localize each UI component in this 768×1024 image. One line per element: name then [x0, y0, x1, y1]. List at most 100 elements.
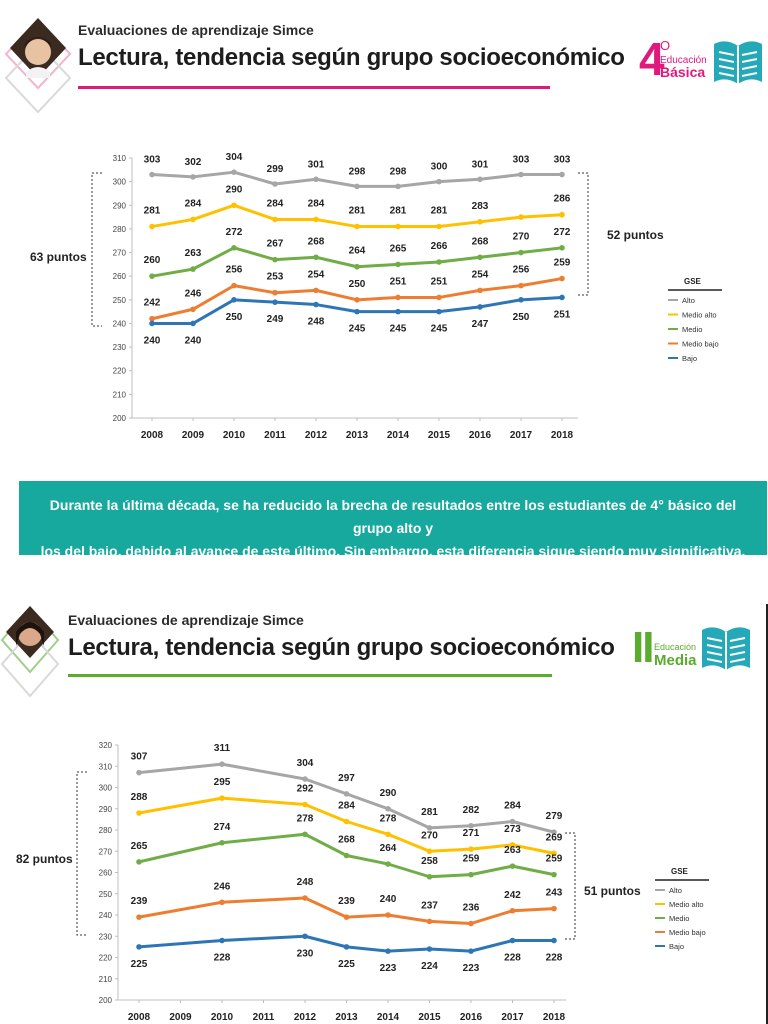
- y-tick-label: 240: [99, 911, 113, 920]
- data-label: 265: [131, 841, 148, 852]
- data-label: 284: [338, 801, 355, 812]
- data-label: 278: [297, 813, 314, 824]
- x-tick-label: 2018: [543, 1012, 566, 1023]
- data-point-medio-alto: [272, 216, 278, 223]
- data-label: 267: [267, 239, 284, 250]
- x-tick-label: 2011: [264, 430, 286, 441]
- data-point-bajo: [272, 299, 278, 305]
- y-tick-label: 280: [99, 826, 113, 835]
- data-point-bajo: [518, 297, 524, 303]
- data-label: 250: [513, 312, 530, 323]
- data-label: 236: [463, 903, 480, 914]
- data-label: 228: [504, 953, 521, 964]
- data-label: 283: [472, 201, 489, 212]
- data-point-bajo: [354, 308, 360, 315]
- data-point-medio-bajo: [559, 275, 565, 282]
- data-point-medio: [395, 261, 401, 268]
- legend-entry: Bajo: [669, 942, 684, 951]
- data-label: 245: [349, 324, 366, 335]
- banner-line-1: Durante la última década, se ha reducido…: [49, 497, 737, 536]
- y-tick-label: 300: [113, 178, 127, 187]
- data-point-medio: [559, 245, 565, 251]
- data-point-medio: [518, 249, 524, 256]
- data-point-medio-bajo: [395, 294, 401, 301]
- data-point-medio: [149, 273, 155, 279]
- data-label: 224: [421, 961, 438, 972]
- data-point-medio-bajo: [436, 294, 442, 301]
- data-point-medio-alto: [302, 801, 308, 808]
- data-point-medio-bajo: [272, 289, 278, 296]
- data-point-bajo: [231, 297, 237, 303]
- legend-title: GSE: [671, 867, 689, 876]
- data-point-medio-alto: [395, 223, 401, 230]
- data-label: 239: [131, 896, 148, 907]
- data-point-medio-alto: [190, 216, 196, 223]
- data-label: 243: [546, 888, 563, 899]
- data-point-medio-bajo: [302, 895, 308, 901]
- data-point-medio: [302, 831, 308, 838]
- data-label: 288: [131, 792, 148, 803]
- x-tick-label: 2013: [335, 1012, 358, 1023]
- data-point-bajo: [219, 937, 225, 944]
- page-title: Lectura, tendencia según grupo socioecon…: [78, 44, 625, 71]
- data-point-medio-alto: [354, 223, 360, 230]
- data-label: 281: [421, 807, 438, 818]
- gap-label-left: 63 puntos: [30, 250, 87, 264]
- data-label: 246: [185, 288, 202, 299]
- data-label: 284: [185, 198, 202, 209]
- data-label: 263: [504, 845, 521, 856]
- data-point-medio-bajo: [219, 899, 225, 906]
- data-label: 273: [504, 824, 521, 835]
- banner-line-2: los del bajo, debido al avance de este ú…: [40, 543, 746, 559]
- data-label: 284: [308, 198, 325, 209]
- gap-bracket-left: [76, 771, 87, 936]
- data-label: 302: [185, 157, 202, 168]
- data-label: 250: [226, 312, 243, 323]
- data-label: 286: [554, 194, 571, 205]
- gap-label-right: 51 puntos: [584, 884, 641, 898]
- data-label: 266: [431, 241, 448, 252]
- data-point-alto: [509, 818, 516, 825]
- data-label: 248: [297, 877, 314, 888]
- summary-banner: Durante la última década, se ha reducido…: [19, 481, 767, 559]
- data-point-medio: [468, 871, 474, 878]
- y-tick-label: 270: [99, 847, 113, 856]
- data-label: 297: [338, 773, 355, 784]
- data-point-alto: [149, 171, 155, 178]
- chart-ii-media: 200 210 220 230 240 250 260 270 280 290 300 310 320 2…: [76, 741, 709, 1023]
- legend-title: GSE: [684, 277, 702, 286]
- data-label: 223: [463, 963, 480, 974]
- data-point-medio-alto: [313, 216, 319, 223]
- data-point-alto: [272, 181, 278, 187]
- legend-entry: Bajo: [682, 354, 697, 363]
- data-label: 256: [513, 265, 530, 276]
- data-label: 279: [546, 811, 563, 822]
- data-point-medio: [272, 256, 278, 263]
- page-edge-line: [766, 604, 768, 1024]
- data-point-medio: [190, 266, 196, 272]
- data-label: 264: [349, 246, 366, 257]
- data-point-bajo: [426, 946, 433, 952]
- data-label: 272: [226, 227, 243, 238]
- data-point-medio-bajo: [190, 306, 196, 313]
- data-label: 259: [463, 854, 480, 865]
- title-underline: [68, 674, 552, 677]
- data-label: 239: [338, 896, 355, 907]
- x-tick-label: 2010: [223, 430, 246, 441]
- badge-small-label: Educación: [660, 55, 707, 66]
- data-label: 248: [308, 317, 325, 328]
- legend-entry: Alto: [682, 296, 695, 305]
- data-label: 290: [226, 184, 243, 195]
- data-label: 237: [421, 900, 438, 911]
- badge-number: 4: [639, 33, 665, 85]
- data-point-medio: [509, 863, 516, 869]
- data-label: 259: [546, 854, 563, 865]
- kicker: Evaluaciones de aprendizaje Simce: [68, 612, 304, 628]
- data-point-medio-alto: [426, 848, 433, 855]
- legend-entry: Medio: [669, 914, 689, 923]
- data-point-medio-alto: [436, 223, 442, 230]
- data-point-medio-bajo: [509, 907, 516, 914]
- data-point-bajo: [136, 944, 142, 950]
- data-label: 298: [390, 166, 407, 177]
- data-label: 250: [349, 279, 366, 290]
